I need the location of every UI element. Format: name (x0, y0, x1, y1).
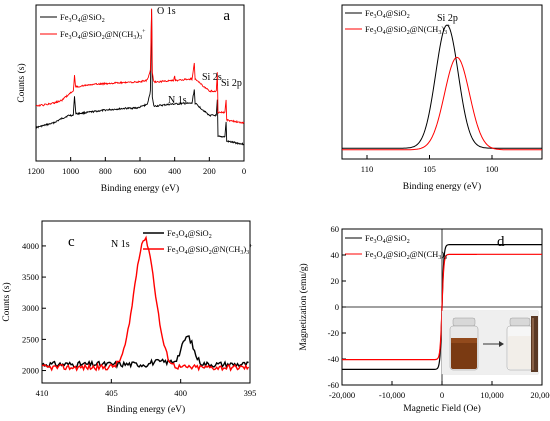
x-tick-label: -20,000 (329, 390, 355, 400)
series-line-1 (41, 335, 249, 370)
plot-frame (41, 220, 251, 384)
legend: Fe3O4@SiO2 Fe3O4@SiO2@N(CH3)3 (345, 233, 447, 261)
annotation-si2p: Si 2p (221, 78, 242, 89)
x-tick-label: 410 (36, 388, 49, 398)
x-axis-label: Binding energy (eV) (107, 404, 185, 415)
vial-dispersed (449, 317, 479, 371)
panel-label: c (68, 234, 75, 250)
y-tick-label: 3000 (22, 303, 39, 313)
y-tick-label: 20 (331, 276, 340, 286)
x-tick-label: 400 (168, 166, 181, 176)
x-axis-label: Binding energy (eV) (403, 181, 481, 192)
x-axis-label: Binding energy (eV) (101, 183, 179, 194)
legend: Fe3O4@SiO2 Fe3O4@SiO2@N(CH3)3+ (40, 12, 146, 41)
panel-label: a (223, 8, 230, 24)
x-tick-label: 395 (244, 388, 257, 398)
x-tick-label: 600 (134, 166, 147, 176)
y-tick-label: 2000 (22, 366, 39, 376)
panel-label: d (497, 234, 505, 250)
legend-label-2: Fe3O4@SiO2@N(CH3)3+ (167, 244, 253, 256)
legend-label-1: Fe3O4@SiO2 (167, 228, 212, 240)
x-tick-label: 1000 (62, 166, 79, 176)
series-line-2 (35, 8, 245, 125)
legend: Fe3O4@SiO2 Fe3O4@SiO2@N(CH3)3+ (143, 228, 253, 256)
legend-label-2: Fe3O4@SiO2@N(CH3)3+ (365, 24, 451, 36)
series-line-2 (342, 56, 542, 151)
annotation-si2s: Si 2s (202, 72, 222, 83)
series-line-2 (342, 253, 542, 361)
x-tick-label: 105 (423, 164, 436, 174)
x-tick-label: 110 (361, 164, 373, 174)
x-tick-label: 1200 (28, 166, 45, 176)
y-tick-label: -20 (328, 328, 339, 338)
series-line-1 (35, 9, 245, 146)
annotation-n1s: N 1s (111, 239, 130, 250)
y-tick-label: -40 (328, 354, 339, 364)
legend-label-2: Fe3O4@SiO2@N(CH3)3+ (60, 29, 146, 41)
annotation-n1s: N 1s (168, 95, 187, 106)
x-tick-label: 200 (203, 166, 216, 176)
legend-label-1: Fe3O4@SiO2 (365, 8, 410, 20)
inset-photo (441, 310, 539, 375)
legend-label-1: Fe3O4@SiO2 (60, 12, 105, 24)
legend: Fe3O4@SiO2 Fe3O4@SiO2@N(CH3)3+ (345, 8, 451, 36)
x-tick-label: 20,000 (530, 390, 550, 400)
plot-frame (341, 4, 543, 160)
y-axis-label: Counts (s) (16, 63, 27, 102)
x-tick-label: 0 (440, 390, 444, 400)
x-tick-label: 10,000 (480, 390, 503, 400)
x-axis-label: Magnetic Field (Oe) (403, 403, 481, 414)
y-tick-label: 3500 (22, 272, 39, 282)
y-tick-label: 60 (331, 224, 340, 234)
vial-separated (506, 316, 538, 372)
series-line-1 (342, 24, 542, 149)
panel-b: 110 105 100 Binding energy (eV) Fe3O4@SiO2… (341, 4, 543, 192)
panel-d: -20,000 -10,000 0 10,000 20,000 -60 -40 -20 0 20 4… (298, 224, 550, 414)
series-line-2 (41, 235, 250, 372)
annotation-si2p: Si 2p (437, 13, 458, 24)
panel-c: 410 405 400 395 2000 2500 3000 3500 4000 Binding… (1, 220, 257, 415)
legend-label-2: Fe3O4@SiO2@N(CH3)3 (365, 249, 447, 261)
x-tick-label: 800 (99, 166, 112, 176)
x-tick-label: 100 (486, 164, 499, 174)
y-tick-label: -60 (328, 380, 339, 390)
x-tick-label: -10,000 (379, 390, 405, 400)
y-tick-label: 40 (331, 250, 340, 260)
y-tick-label: 0 (335, 302, 339, 312)
x-tick-label: 400 (174, 388, 187, 398)
y-axis-label: Counts (s) (1, 282, 12, 321)
y-tick-label: 4000 (22, 241, 39, 251)
x-tick-label: 0 (242, 166, 246, 176)
legend-label-1: Fe3O4@SiO2 (365, 233, 410, 245)
panel-a: 1200 1000 800 600 400 200 0 Binding energy (eV… (16, 4, 246, 194)
y-tick-label: 2500 (22, 334, 39, 344)
y-axis-label: Magnetization (emu/g) (298, 263, 309, 350)
arrow-icon (483, 341, 504, 347)
x-tick-label: 405 (105, 388, 118, 398)
annotation-o1s: O 1s (157, 6, 176, 17)
